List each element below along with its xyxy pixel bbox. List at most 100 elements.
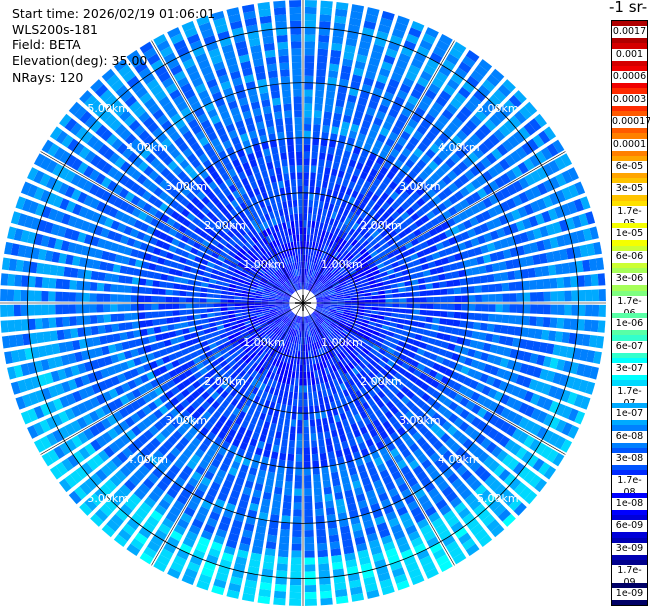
range-gate-cell	[349, 313, 357, 317]
range-gate-cell	[166, 379, 176, 389]
range-gate-cell	[347, 320, 355, 326]
range-gate-cell	[117, 284, 125, 293]
range-gate-cell	[466, 75, 480, 88]
range-gate-cell	[22, 333, 31, 346]
range-gate-cell	[148, 491, 161, 503]
range-gate-cell	[256, 121, 265, 130]
range-gate-cell	[511, 165, 523, 178]
range-gate-cell	[372, 254, 381, 262]
range-gate-cell	[437, 445, 449, 456]
range-gate-cell	[203, 271, 212, 278]
range-gate-cell	[549, 192, 560, 206]
range-gate-cell	[367, 247, 376, 254]
range-gate-cell	[303, 185, 309, 193]
range-gate-cell	[172, 310, 180, 316]
range-gate-cell	[248, 467, 258, 476]
range-gate-cell	[433, 310, 441, 317]
range-gate-cell	[15, 396, 26, 410]
range-gate-cell	[331, 386, 337, 395]
range-gate-cell	[343, 545, 355, 555]
range-gate-cell	[459, 143, 471, 155]
range-gate-cell	[561, 170, 573, 184]
range-gate-cell	[567, 167, 579, 181]
range-gate-cell	[20, 229, 30, 243]
range-gate-cell	[232, 519, 243, 529]
range-gate-cell	[81, 131, 94, 144]
range-gate-cell	[522, 218, 532, 230]
range-gate-cell	[84, 385, 95, 397]
range-gate-cell	[211, 347, 220, 355]
range-gate-cell	[291, 248, 296, 256]
range-gate-cell	[386, 196, 395, 206]
range-gate-cell	[328, 275, 335, 282]
range-gate-cell	[288, 342, 293, 350]
range-gate-cell	[276, 293, 284, 297]
range-gate-cell	[47, 357, 57, 370]
range-gate-cell	[207, 220, 216, 229]
range-gate-cell	[41, 277, 50, 289]
range-gate-cell	[303, 234, 307, 242]
range-gate-cell	[539, 342, 548, 353]
range-gate-cell	[308, 315, 312, 323]
range-gate-cell	[242, 225, 250, 234]
range-gate-cell	[313, 328, 317, 336]
range-gate-cell	[396, 276, 404, 283]
range-gate-cell	[369, 317, 377, 323]
range-gate-cell	[251, 320, 259, 326]
range-gate-cell	[372, 162, 382, 172]
range-gate-cell	[493, 240, 503, 251]
range-gate-cell	[184, 482, 196, 494]
range-gate-cell	[405, 561, 419, 573]
range-gate-cell	[354, 320, 362, 325]
range-gate-cell	[377, 286, 385, 291]
range-gate-cell	[342, 313, 350, 318]
range-gate-cell	[234, 375, 242, 383]
range-gate-cell	[359, 386, 368, 395]
range-gate-cell	[332, 119, 341, 128]
range-gate-cell	[212, 372, 221, 381]
range-gate-cell	[303, 316, 304, 324]
range-gate-cell	[314, 193, 320, 201]
range-gate-cell	[184, 369, 193, 378]
range-gate-cell	[250, 552, 262, 562]
range-gate-cell	[361, 358, 370, 366]
range-gate-cell	[236, 47, 249, 57]
range-gate-cell	[206, 338, 215, 345]
range-gate-cell	[290, 241, 294, 249]
range-gate-cell	[416, 197, 426, 207]
range-gate-cell	[103, 240, 113, 251]
range-gate-cell	[402, 325, 411, 331]
range-gate-cell	[419, 39, 433, 51]
range-gate-cell	[196, 236, 205, 244]
range-gate-cell	[422, 329, 431, 337]
range-gate-cell	[182, 58, 196, 70]
range-gate-cell	[344, 372, 352, 381]
range-gate-cell	[330, 267, 337, 274]
range-gate-cell	[160, 46, 174, 58]
range-gate-cell	[237, 278, 245, 284]
range-gate-cell	[124, 294, 131, 302]
range-gate-cell	[113, 363, 123, 374]
range-gate-cell	[83, 399, 94, 412]
range-gate-cell	[336, 310, 344, 314]
range-gate-cell	[478, 142, 490, 155]
range-gate-cell	[142, 190, 152, 201]
range-gate-cell	[453, 393, 464, 404]
range-gate-cell	[89, 282, 98, 291]
range-gate-cell	[236, 448, 246, 457]
range-gate-cell	[133, 469, 146, 482]
range-gate-cell	[17, 213, 28, 227]
range-gate-cell	[322, 417, 328, 426]
range-gate-cell	[346, 354, 354, 362]
range-gate-cell	[304, 89, 313, 97]
range-gate-cell	[202, 276, 210, 283]
range-gate-cell	[146, 327, 155, 335]
range-gate-cell	[114, 156, 126, 169]
range-gate-cell	[262, 335, 269, 342]
range-gate-cell	[185, 530, 198, 542]
range-gate-cell	[114, 254, 124, 264]
range-gate-cell	[277, 131, 285, 140]
range-gate-cell	[284, 355, 289, 363]
range-gate-cell	[220, 515, 232, 526]
range-gate-cell	[133, 268, 142, 277]
